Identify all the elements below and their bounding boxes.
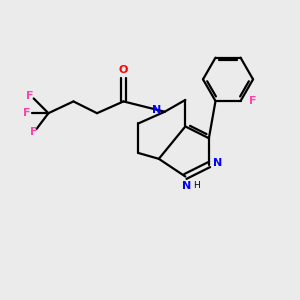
Text: F: F <box>30 127 38 137</box>
Text: F: F <box>26 91 33 100</box>
Text: H: H <box>193 182 200 190</box>
Text: O: O <box>119 65 128 76</box>
Text: N: N <box>182 181 191 191</box>
Text: N: N <box>213 158 222 168</box>
Text: F: F <box>22 108 30 118</box>
Text: N: N <box>152 105 161 115</box>
Text: F: F <box>249 96 256 106</box>
